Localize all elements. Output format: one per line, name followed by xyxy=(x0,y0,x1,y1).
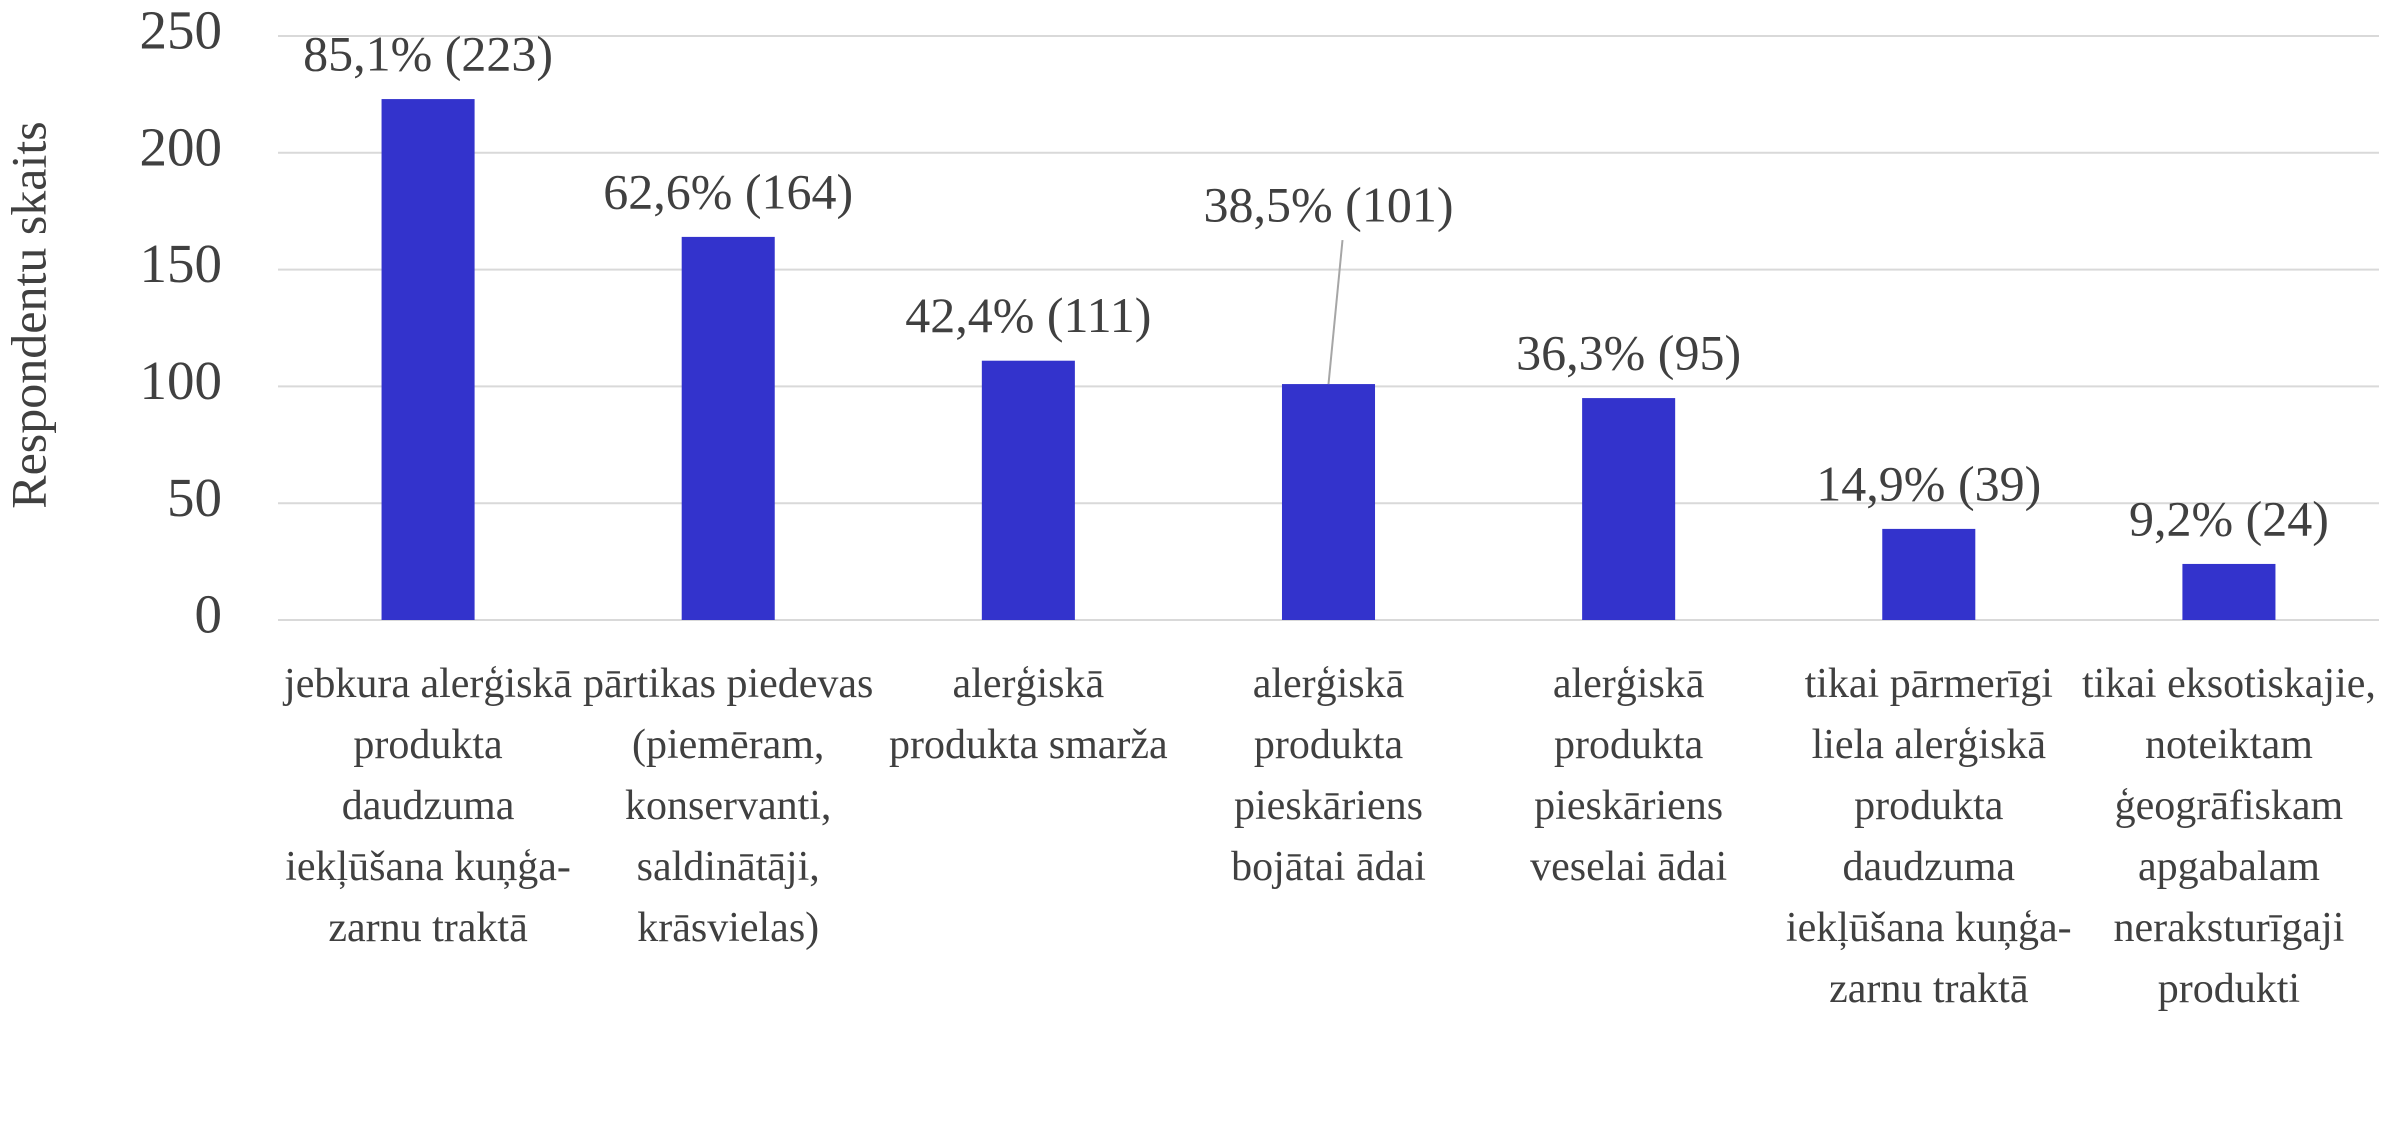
x-tick-label: alerģiskā produkta smarža xyxy=(888,661,1168,768)
y-tick-label: 250 xyxy=(140,0,223,61)
x-tick-label: tikai pārmerīgi liela alerģiskā produkta… xyxy=(1785,661,2072,1012)
y-tick-label: 150 xyxy=(140,233,223,294)
y-tick-label: 50 xyxy=(167,467,222,528)
y-axis-label: Respondentu skaits xyxy=(0,121,56,508)
bar xyxy=(381,99,475,620)
x-tick-label: jebkura alerģiskā produkta daudzuma iekļ… xyxy=(284,661,573,951)
bar xyxy=(1882,528,1976,620)
bar xyxy=(1582,398,1676,620)
data-label: 85,1% (223) xyxy=(303,26,553,82)
x-tick-label: tikai eksotiskajie, noteiktam ģeogrāfisk… xyxy=(2081,661,2376,1012)
bar xyxy=(681,236,775,620)
data-label: 42,4% (111) xyxy=(905,287,1151,343)
x-tick-label: alerģiskā produkta pieskāriens veselai ā… xyxy=(1530,661,1728,890)
bar xyxy=(1281,384,1376,620)
leader-line xyxy=(1327,239,1344,385)
bar xyxy=(981,360,1075,620)
x-tick-label: pārtikas piedevas (piemēram, konservanti… xyxy=(583,661,874,951)
data-label: 14,9% (39) xyxy=(1816,455,2041,511)
data-label: 36,3% (95) xyxy=(1516,325,1741,381)
data-label: 62,6% (164) xyxy=(603,163,853,219)
bar xyxy=(2182,563,2276,620)
data-label: 38,5% (101) xyxy=(1204,177,1454,233)
x-tick-label: alerģiskā produkta pieskāriens bojātai ā… xyxy=(1231,661,1426,890)
y-tick-label: 100 xyxy=(140,350,223,411)
y-tick-label: 0 xyxy=(195,584,223,645)
y-tick-label: 200 xyxy=(140,116,223,177)
data-label: 9,2% (24) xyxy=(2129,490,2329,546)
